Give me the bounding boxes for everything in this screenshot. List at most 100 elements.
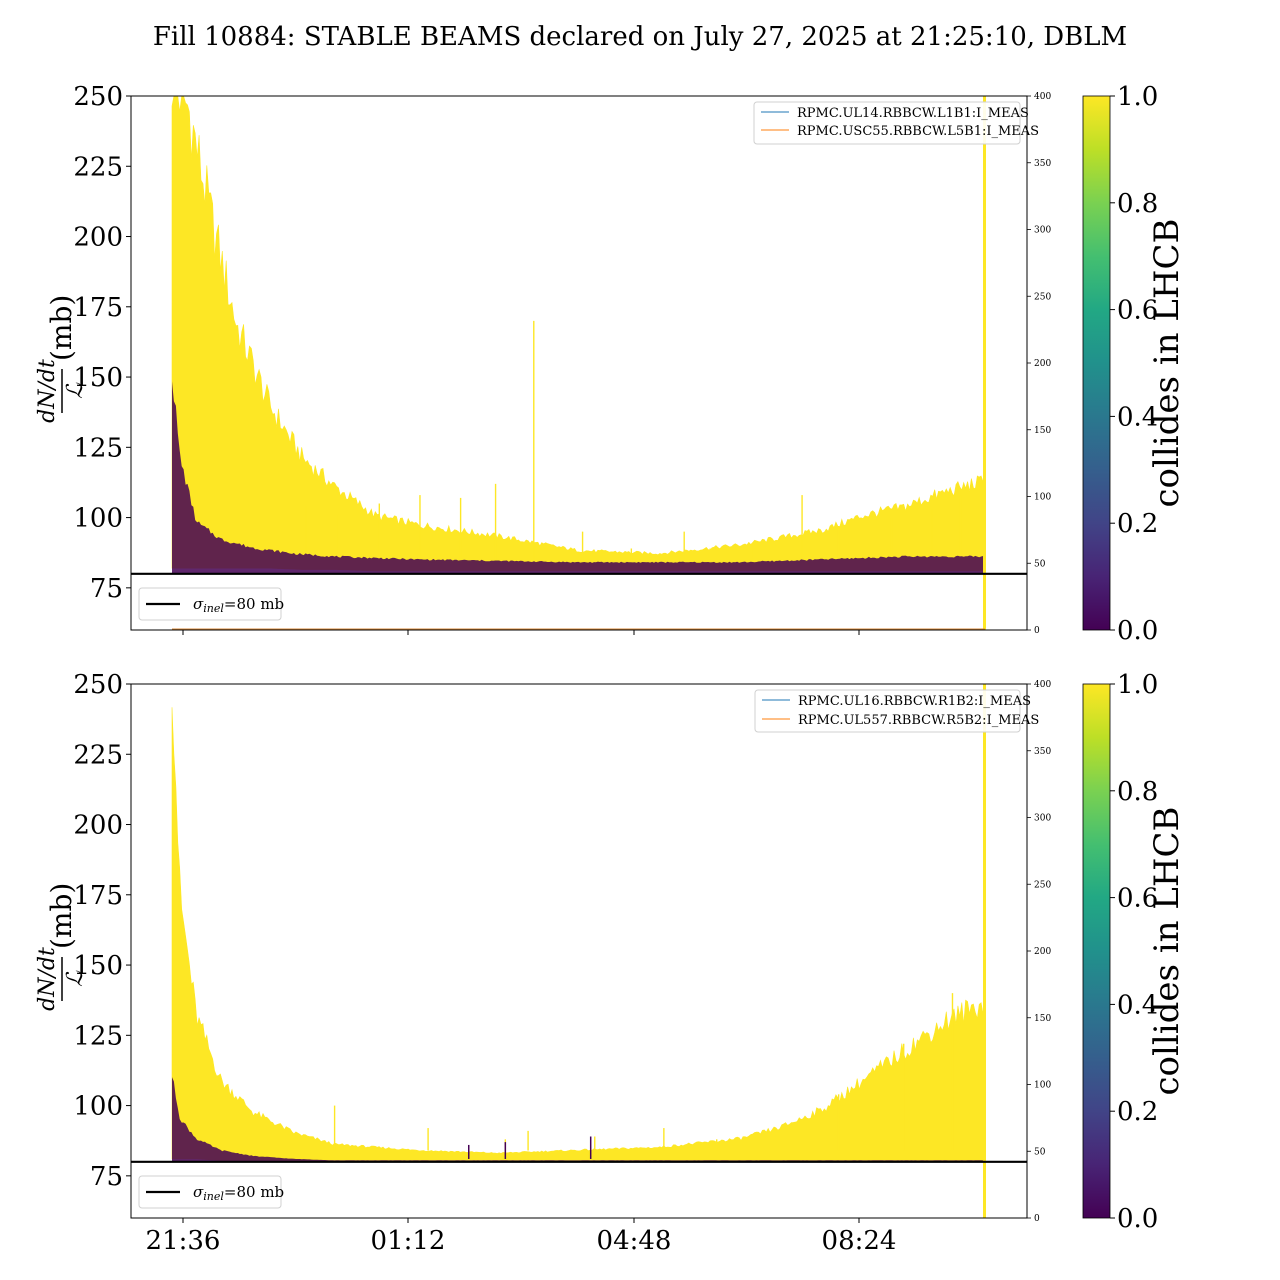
xtick-label-3: 08:24 [822,1226,897,1256]
ylabel-unit-bottom: (mb) [45,883,78,949]
ylabel-unit-top: (mb) [45,295,78,361]
ytick-label-0-100: 100 [73,504,123,534]
colorbar-gradient-top [1082,95,1111,631]
ytick-label-1-225: 225 [73,740,123,770]
end-marker-top [983,96,986,630]
colorbar-label-bottom: collides in LHCB [1147,806,1187,1095]
sigma-symbol-top: σ [193,595,204,613]
y2tick-label-1-0: 0 [1034,1214,1040,1224]
y-axis-bottom: 75 100 125 150 175 200 225 250 [73,670,131,1192]
end-marker-bottom [983,684,986,1218]
x-ticks-top [182,630,860,635]
series-legend-box-top [753,101,1021,145]
panel-top: 75 100 125 150 175 200 225 250 0 50 100 150 200 250 3… [35,82,1187,646]
xtick-label-0: 21:36 [146,1226,221,1256]
y2tick-label-0-100: 100 [1034,493,1051,503]
y2tick-label-0-150: 150 [1034,426,1051,436]
xtick-label-1: 01:12 [371,1226,446,1256]
colorbar-bottom: 0.0 0.2 0.4 0.6 0.8 1.0 collides in LHCB [1082,670,1187,1234]
series-legend-label-1-0: RPMC.UL16.RBBCW.R1B2:I_MEAS [798,694,1031,709]
colorbar-top: 0.0 0.2 0.4 0.6 0.8 1.0 collides in LHCB [1082,82,1187,646]
sigma-legend-top: σinel=80 mb [138,587,284,621]
y2tick-label-0-50: 50 [1034,559,1046,569]
sigma-legend-label-top: σinel=80 mb [193,595,284,615]
ytick-label-0-200: 200 [73,223,123,253]
sigma-rest-top: =80 mb [224,595,284,613]
sigma-legend-label-bottom: σinel=80 mb [193,1183,284,1203]
cbar-tick-label-0-2: 0.4 [1117,402,1158,432]
chart-title: Fill 10884: STABLE BEAMS declared on Jul… [153,22,1127,52]
colorbar-gradient-bottom [1082,683,1111,1219]
cbar-tick-label-1-4: 0.8 [1117,777,1158,807]
cbar-tick-label-1-5: 1.0 [1117,670,1158,700]
y2tick-label-0-350: 350 [1034,159,1051,169]
purple-spikes-bottom [467,1136,592,1159]
y2tick-label-0-0: 0 [1034,626,1040,636]
y2tick-label-0-300: 300 [1034,226,1051,236]
ylabel-numerator-bottom: dN/dt [35,947,60,1011]
cbar-tick-label-1-3: 0.6 [1117,884,1158,914]
ytick-label-1-175: 175 [73,881,123,911]
y2tick-label-1-100: 100 [1034,1081,1051,1091]
y2tick-label-1-50: 50 [1034,1147,1046,1157]
ylabel-bottom: dN/dt ℒ (mb) [35,883,88,1011]
y2tick-label-1-150: 150 [1034,1014,1051,1024]
cbar-tick-label-0-1: 0.2 [1117,509,1158,539]
cbar-tick-label-1-1: 0.2 [1117,1097,1158,1127]
series-legend-box-bottom [754,689,1021,733]
y2tick-label-1-250: 250 [1034,880,1051,890]
cbar-tick-label-1-2: 0.4 [1117,990,1158,1020]
y2tick-label-0-200: 200 [1034,359,1051,369]
spikes-top [305,320,962,563]
y2tick-label-1-350: 350 [1034,747,1051,757]
cbar-tick-label-0-5: 1.0 [1117,82,1158,112]
x-axis-bottom: 21:36 01:12 04:48 08:24 [146,1218,897,1256]
y-axis-top: 75 100 125 150 175 200 225 250 [73,82,131,604]
ytick-label-1-150: 150 [73,951,123,981]
ylabel-denominator-top: ℒ [63,382,88,399]
colorbar-ticks-bottom: 0.0 0.2 0.4 0.6 0.8 1.0 [1110,670,1158,1234]
y2-axis-top: 0 50 100 150 200 250 300 350 400 [1027,92,1051,636]
ylabel-top: dN/dt ℒ (mb) [35,295,88,423]
sigma-legend-bottom: σinel=80 mb [138,1175,284,1209]
y2tick-label-1-400: 400 [1034,680,1051,690]
xtick-label-2: 04:48 [597,1226,672,1256]
panel-bottom: 75 100 125 150 175 200 225 250 0 50 100 150 200 250 3… [35,670,1187,1256]
cbar-tick-label-0-4: 0.8 [1117,189,1158,219]
sigma-rest-bottom: =80 mb [224,1183,284,1201]
sigma-legend-box-bottom [138,1175,282,1209]
series-legend-label-0-1: RPMC.USC55.RBBCW.L5B1:I_MEAS [797,124,1039,139]
ytick-label-0-175: 175 [73,293,123,323]
sigma-legend-box-top [138,587,282,621]
ytick-label-1-125: 125 [73,1021,123,1051]
colorbar-label-top: collides in LHCB [1147,218,1187,507]
y2tick-label-1-200: 200 [1034,947,1051,957]
ytick-label-1-250: 250 [73,670,123,700]
ytick-label-0-250: 250 [73,82,123,112]
spikes-bottom [333,993,954,1151]
series-legend-bottom: RPMC.UL16.RBBCW.R1B2:I_MEAS RPMC.UL557.R… [754,689,1039,733]
y2tick-label-0-250: 250 [1034,292,1051,302]
collides-envelope-bottom [171,707,986,1161]
ytick-label-1-100: 100 [73,1092,123,1122]
sigma-sub-top: inel [203,602,224,615]
ylabel-numerator-top: dN/dt [35,359,60,423]
series-legend-label-1-1: RPMC.UL557.RBBCW.R5B2:I_MEAS [798,713,1039,728]
sigma-symbol-bottom: σ [193,1183,204,1201]
cbar-tick-label-0-3: 0.6 [1117,296,1158,326]
cbar-tick-label-1-0: 0.0 [1117,1204,1158,1234]
ytick-label-0-150: 150 [73,363,123,393]
ytick-label-1-75: 75 [90,1162,123,1192]
y2tick-label-1-300: 300 [1034,814,1051,824]
series-legend-label-0-0: RPMC.UL14.RBBCW.L1B1:I_MEAS [797,106,1029,121]
y2tick-label-0-400: 400 [1034,92,1051,102]
ylabel-denominator-bottom: ℒ [63,970,88,987]
collides-envelope-top [171,96,986,572]
noncollides-envelope-top [172,381,985,574]
sigma-sub-bottom: inel [203,1190,224,1203]
ytick-label-1-200: 200 [73,811,123,841]
colorbar-ticks-top: 0.0 0.2 0.4 0.6 0.8 1.0 [1110,82,1158,646]
ytick-label-0-125: 125 [73,433,123,463]
cbar-tick-label-0-0: 0.0 [1117,616,1158,646]
